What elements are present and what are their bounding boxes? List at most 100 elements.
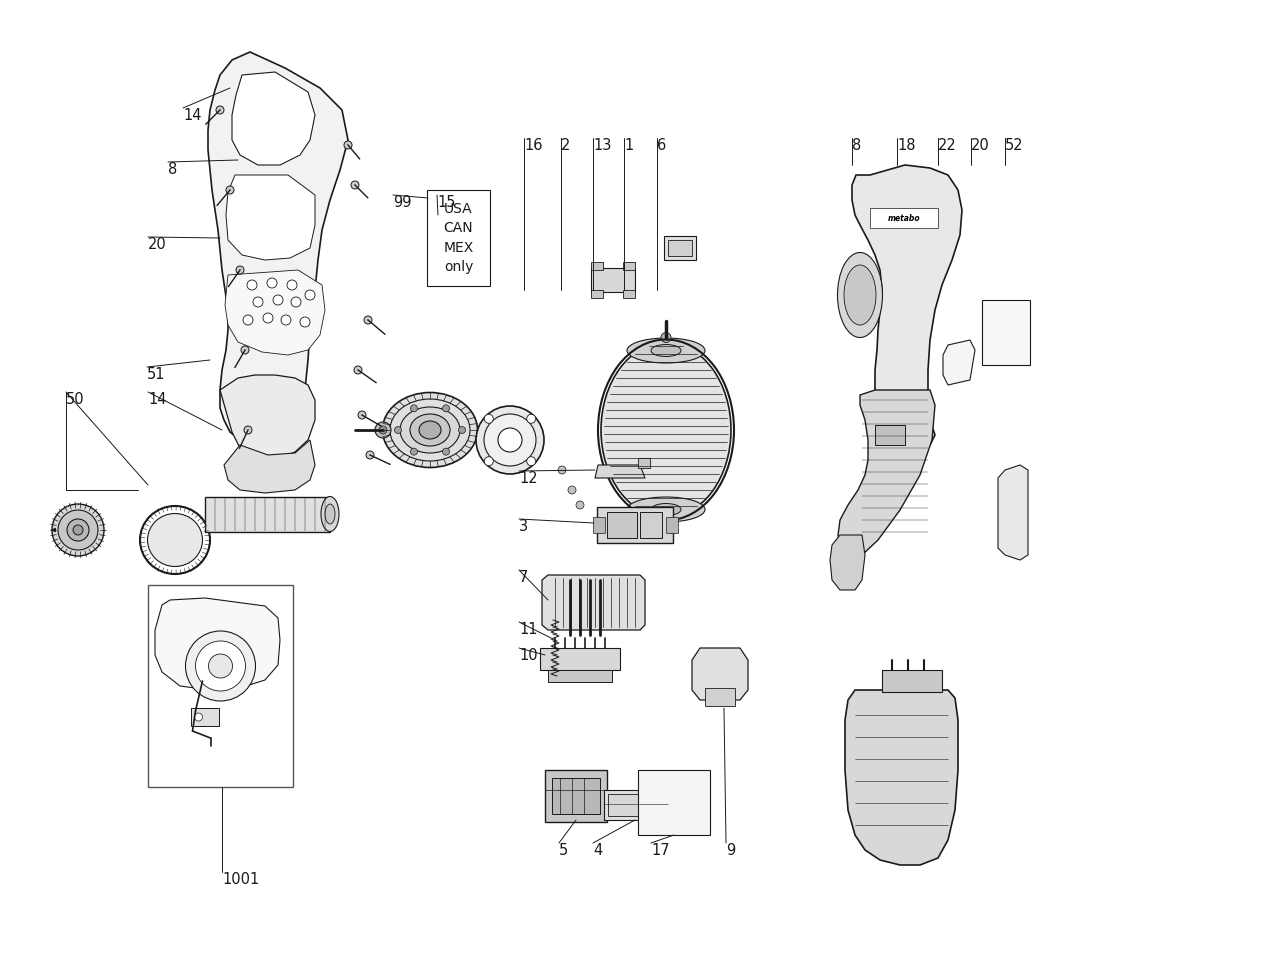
Text: 22: 22: [938, 138, 956, 153]
Circle shape: [227, 186, 234, 194]
Ellipse shape: [627, 338, 705, 363]
Circle shape: [351, 181, 358, 189]
Circle shape: [268, 278, 276, 288]
Polygon shape: [595, 465, 645, 478]
Ellipse shape: [410, 414, 451, 446]
Text: 14: 14: [183, 108, 201, 123]
Circle shape: [287, 280, 297, 290]
Ellipse shape: [383, 393, 477, 467]
Circle shape: [526, 414, 536, 424]
Ellipse shape: [67, 519, 90, 541]
Polygon shape: [943, 340, 975, 385]
Circle shape: [344, 141, 352, 149]
Circle shape: [282, 315, 291, 325]
Circle shape: [394, 426, 402, 433]
Bar: [637, 770, 710, 835]
Polygon shape: [224, 440, 315, 493]
Circle shape: [253, 297, 262, 307]
Text: 15: 15: [436, 195, 456, 210]
Ellipse shape: [52, 504, 104, 556]
Circle shape: [244, 426, 252, 434]
Bar: [428, 190, 490, 286]
Bar: [666, 517, 678, 533]
Circle shape: [411, 448, 417, 455]
Circle shape: [209, 654, 233, 678]
Circle shape: [443, 448, 449, 455]
Ellipse shape: [321, 496, 339, 532]
Text: 4: 4: [593, 843, 603, 858]
Circle shape: [216, 106, 224, 114]
Ellipse shape: [627, 497, 705, 522]
Text: 52: 52: [1005, 138, 1024, 153]
Circle shape: [262, 313, 273, 323]
Polygon shape: [207, 52, 348, 448]
Ellipse shape: [399, 407, 460, 453]
Circle shape: [241, 346, 250, 354]
Text: metabo: metabo: [888, 213, 920, 223]
Polygon shape: [225, 270, 325, 355]
Circle shape: [236, 266, 244, 274]
Polygon shape: [998, 465, 1028, 560]
Bar: [591, 290, 603, 298]
Bar: [205, 497, 330, 532]
Text: 18: 18: [897, 138, 915, 153]
Circle shape: [186, 631, 256, 701]
Text: 17: 17: [652, 843, 669, 858]
Circle shape: [196, 641, 246, 691]
Circle shape: [660, 333, 671, 342]
Bar: [640, 512, 662, 538]
Bar: [545, 770, 607, 822]
Bar: [668, 240, 692, 256]
Polygon shape: [227, 175, 315, 260]
Ellipse shape: [58, 510, 99, 550]
Ellipse shape: [837, 252, 882, 337]
Ellipse shape: [844, 265, 876, 325]
Text: 8: 8: [168, 162, 177, 177]
Text: 12: 12: [518, 471, 538, 486]
Text: 11: 11: [518, 622, 538, 637]
Text: 5: 5: [559, 843, 568, 858]
Bar: [623, 290, 635, 298]
Text: 7: 7: [518, 570, 529, 585]
Polygon shape: [591, 268, 635, 292]
Ellipse shape: [602, 342, 731, 517]
Circle shape: [355, 366, 362, 374]
Bar: [982, 300, 1030, 365]
Text: 20: 20: [972, 138, 989, 153]
Polygon shape: [220, 375, 315, 458]
Bar: [593, 517, 605, 533]
Circle shape: [443, 404, 449, 412]
Circle shape: [558, 466, 566, 474]
Bar: [552, 778, 600, 814]
Text: 14: 14: [148, 392, 166, 407]
Ellipse shape: [147, 513, 202, 567]
Text: 16: 16: [524, 138, 543, 153]
Text: 3: 3: [518, 519, 529, 534]
Polygon shape: [852, 165, 963, 450]
Polygon shape: [838, 390, 934, 555]
Circle shape: [526, 457, 536, 466]
Bar: [191, 708, 219, 726]
Bar: [870, 208, 938, 228]
Bar: [604, 790, 668, 820]
Circle shape: [364, 316, 372, 324]
Ellipse shape: [498, 428, 522, 452]
Bar: [882, 670, 942, 692]
Circle shape: [411, 404, 417, 412]
Text: 99: 99: [393, 195, 411, 210]
Bar: [596, 507, 673, 543]
Bar: [705, 688, 735, 706]
Bar: [148, 585, 293, 787]
Text: 9: 9: [726, 843, 735, 858]
Bar: [623, 262, 635, 270]
Text: 8: 8: [852, 138, 861, 153]
Text: 51: 51: [147, 367, 165, 382]
Text: 1: 1: [625, 138, 634, 153]
Ellipse shape: [652, 504, 681, 515]
Circle shape: [305, 290, 315, 300]
Polygon shape: [845, 690, 957, 865]
Text: 20: 20: [148, 237, 166, 252]
Ellipse shape: [652, 344, 681, 357]
Bar: [591, 262, 603, 270]
Ellipse shape: [484, 414, 536, 466]
